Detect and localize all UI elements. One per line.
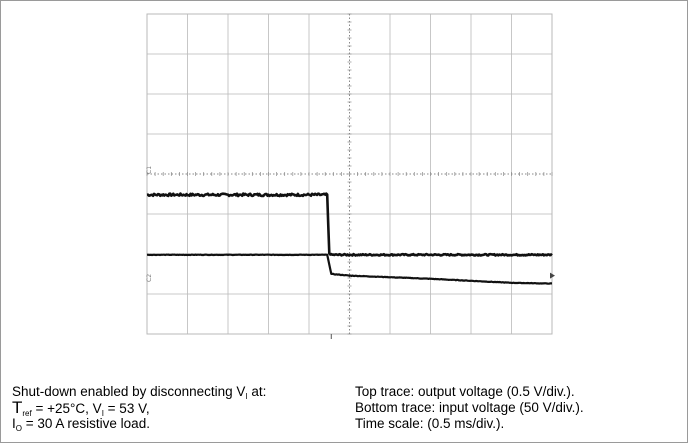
caption-bottom-trace: Bottom trace: input voltage (50 V/div.). [355, 400, 584, 415]
channel-markers: C1 C2 [146, 166, 153, 282]
caption-time-scale: Time scale: (0.5 ms/div.). [355, 416, 505, 431]
caption-line-load: IO = 30 A resistive load. [12, 416, 150, 433]
caption-line-shutdown: Shut-down enabled by disconnecting VI at… [12, 384, 267, 401]
scope-traces [146, 192, 553, 285]
channel-marker-1: C1 [146, 166, 153, 174]
caption-top-trace: Top trace: output voltage (0.5 V/div.). [355, 384, 575, 399]
scope-grid [146, 13, 555, 339]
caption-line-temperature: Tref = +25°C, VI = 53 V, [12, 398, 150, 418]
trace-output-voltage [146, 192, 553, 257]
caption-conditions: Shut-down enabled by disconnecting VI at… [12, 384, 267, 433]
trace-input-voltage [146, 253, 553, 285]
caption-traces: Top trace: output voltage (0.5 V/div.). … [355, 384, 584, 432]
level-arrow-icon [550, 272, 555, 279]
oscilloscope-plot: C1 C2 [146, 13, 555, 339]
channel-marker-2: C2 [146, 274, 153, 282]
